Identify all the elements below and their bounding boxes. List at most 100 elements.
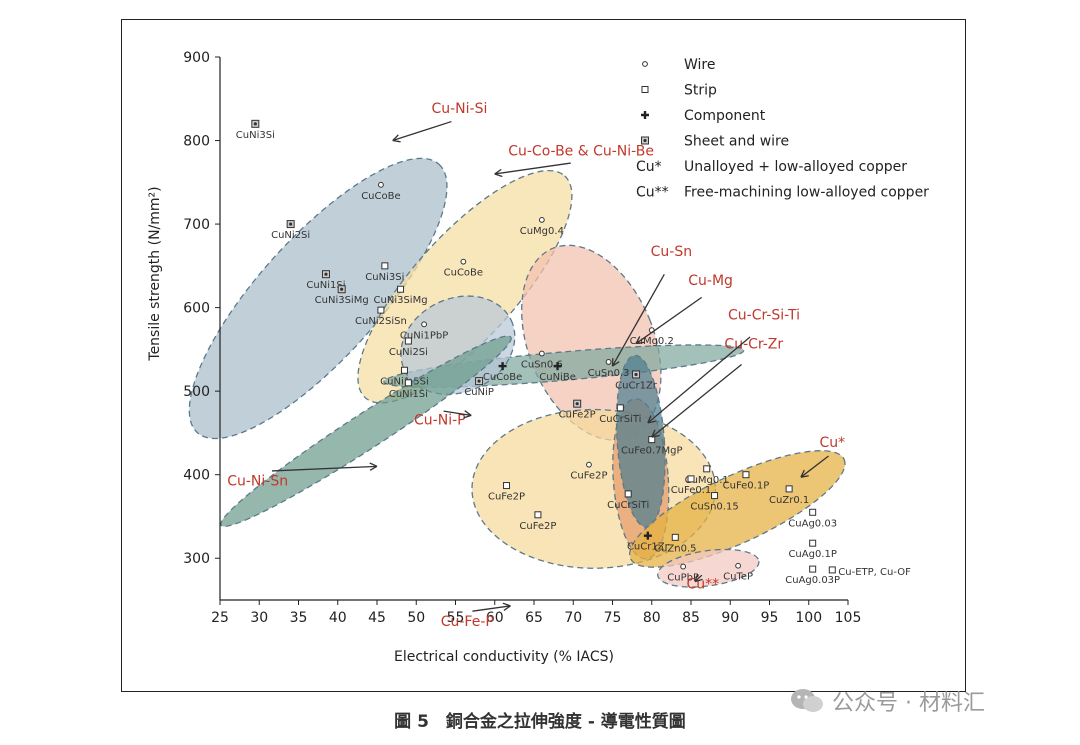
data-point-label: CuNi1Si xyxy=(389,389,428,400)
legend-symbol-text: Cu* xyxy=(636,159,662,175)
point-marker-dot xyxy=(340,287,344,291)
wechat-icon xyxy=(791,689,823,712)
region-arrow xyxy=(694,574,703,583)
legend-label: Free-machining low-alloyed copper xyxy=(684,185,929,201)
x-tick-label: 30 xyxy=(250,610,268,626)
data-point-label: CuMg0.4 xyxy=(520,226,564,237)
x-tick-label: 70 xyxy=(564,610,582,626)
point-marker-plus xyxy=(643,531,652,540)
data-point-label: CuZn0.5 xyxy=(654,543,696,554)
data-point: CuPbP xyxy=(667,563,699,584)
legend-label: Wire xyxy=(684,57,716,73)
data-point: CuFe2P xyxy=(519,511,556,532)
regions xyxy=(188,157,846,588)
y-axis-label: Tensile strength (N/mm²) xyxy=(147,186,163,361)
region-ellipse xyxy=(657,548,760,588)
tensile-conductivity-chart: 25 30 35 40 45 50 55 60 65 70 75 80 85 90 95 100 105 300 4… xyxy=(147,50,929,665)
region-ellipse xyxy=(629,450,846,568)
point-marker-square xyxy=(404,379,412,387)
data-point-label: CuFe2P xyxy=(488,492,525,503)
data-point-label: CuCr1Zr xyxy=(615,380,658,391)
data-point-label: Cu-ETP, Cu-OF xyxy=(838,567,911,578)
data-point: CuNi3SiMg xyxy=(374,285,428,306)
data-point: CuZn0.5 xyxy=(654,533,697,554)
point-marker-square xyxy=(624,490,632,498)
x-tick-label: 25 xyxy=(211,610,229,626)
data-point-label: CuAg0.03 xyxy=(788,518,837,529)
point-marker-square xyxy=(400,366,408,374)
point-marker-square xyxy=(534,511,542,519)
point-marker-dot xyxy=(289,222,293,226)
data-point: CuCrSiTi xyxy=(607,490,649,511)
data-point: CuCoBe xyxy=(444,258,483,279)
point-marker-square xyxy=(377,306,385,314)
x-tick-label: 45 xyxy=(368,610,386,626)
region-arrow xyxy=(635,296,703,345)
point-marker-circle xyxy=(538,217,545,223)
region-arrow-head xyxy=(651,429,660,438)
data-point-label: CuMg0.1 xyxy=(685,475,729,486)
data-point: CuNiP xyxy=(464,377,494,398)
data-point: Cu-ETP, Cu-OF xyxy=(828,566,911,578)
data-point-label: CuNi1.5Si xyxy=(380,376,429,387)
legend-label: Strip xyxy=(684,83,717,99)
data-point-label: CuCrSiTi xyxy=(599,414,641,425)
x-tick-label: 85 xyxy=(682,610,700,626)
figure-frame: 25 30 35 40 45 50 55 60 65 70 75 80 85 90 95 100 105 300 4… xyxy=(121,19,966,692)
region-label: Cu-Co-Be & Cu-Ni-Be xyxy=(508,144,654,160)
x-tick-label: 35 xyxy=(290,610,308,626)
data-point-label: CuFe2P xyxy=(519,521,556,532)
data-point-label: CuNi3Si xyxy=(365,272,404,283)
point-marker-plus xyxy=(641,111,649,119)
data-point: CuNi2SiSn xyxy=(355,306,407,327)
region-arrow-head xyxy=(494,168,503,178)
data-point: CuCr1Zr xyxy=(627,531,670,553)
point-marker-plus xyxy=(498,362,507,371)
point-marker-square xyxy=(742,471,750,479)
data-point: CuMg0.1 xyxy=(685,465,729,486)
data-point-label: CuCoBe xyxy=(483,372,522,383)
data-point-label: CuNiP xyxy=(464,387,494,398)
region-arrow xyxy=(472,605,511,612)
y-tick-label: 400 xyxy=(183,468,210,484)
point-marker-circle xyxy=(586,461,592,468)
y-tick-label: 300 xyxy=(183,551,210,567)
data-point: CuNi1.5Si xyxy=(380,366,429,387)
figure-caption: 圖 5 銅合金之拉伸強度 - 導電性質圖 xyxy=(394,712,686,732)
data-point: CuCoBe xyxy=(483,362,522,383)
region-label: Cu** xyxy=(686,576,719,592)
legend-symbol-text: Cu** xyxy=(636,185,669,201)
data-point-label: CuSn0.6 xyxy=(521,360,563,371)
point-marker-square xyxy=(809,539,817,547)
data-point: CuFe2P xyxy=(570,461,607,482)
region-label: Cu-Ni-P xyxy=(414,413,466,429)
point-marker-square xyxy=(809,565,817,573)
region-label: Cu-Sn xyxy=(651,244,692,260)
point-marker-square xyxy=(641,86,649,93)
y-tick-label: 600 xyxy=(183,301,210,317)
data-point-label: CuNi1PbP xyxy=(400,330,448,341)
point-marker-square xyxy=(687,475,695,483)
region-arrow xyxy=(800,455,829,478)
data-point-label: CuNi3SiMg xyxy=(315,295,369,306)
data-point-label: CuFe2P xyxy=(570,471,607,482)
region-arrow-head xyxy=(647,415,656,424)
point-marker-circle xyxy=(378,181,384,188)
x-tick-label: 100 xyxy=(795,610,822,626)
region-label: Cu-Fe-P xyxy=(441,614,494,630)
point-marker-square xyxy=(711,492,719,500)
point-marker-circle xyxy=(680,563,687,570)
data-point: CuAg0.1P xyxy=(788,539,837,560)
data-point-label: CuPbP xyxy=(667,573,699,584)
region-arrow-head xyxy=(611,358,620,367)
point-marker-square xyxy=(404,337,412,345)
watermark-text: 公众号 · 材料汇 xyxy=(832,691,985,716)
data-point: CuNi1Si xyxy=(306,270,346,291)
x-tick-label: 50 xyxy=(407,610,425,626)
point-marker-dot xyxy=(324,272,328,276)
data-point: CuSn0.15 xyxy=(690,492,739,513)
point-marker-square xyxy=(397,285,405,293)
region-arrow-head xyxy=(369,462,378,471)
data-point-label: CuCoBe xyxy=(444,268,483,279)
data-point: CuNi1Si xyxy=(389,379,428,400)
